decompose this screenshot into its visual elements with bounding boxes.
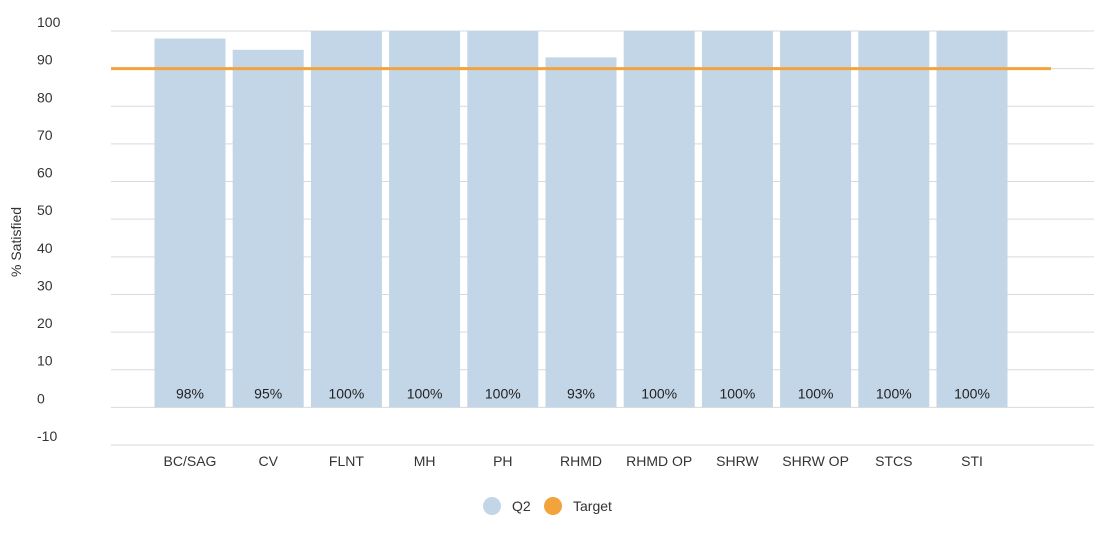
data-label: 100% [485, 385, 521, 401]
legend-swatch-target [544, 497, 562, 515]
data-label: 98% [176, 385, 204, 401]
x-tick-label: PH [493, 453, 512, 469]
data-label: 100% [328, 385, 364, 401]
x-tick-label: RHMD [560, 453, 602, 469]
legend-swatch-q2 [483, 497, 501, 515]
x-tick-label: RHMD OP [626, 453, 692, 469]
x-tick-label: BC/SAG [164, 453, 217, 469]
x-tick-label: STI [961, 453, 983, 469]
legend-item-q2[interactable]: Q2 [483, 497, 531, 515]
legend: Q2 Target [483, 497, 612, 515]
legend-label-target: Target [573, 498, 612, 514]
data-label: 100% [719, 385, 755, 401]
y-tick-label: 100 [37, 14, 61, 30]
bar[interactable] [623, 31, 695, 408]
y-tick-label: 0 [37, 390, 45, 406]
y-tick-label: 50 [37, 202, 53, 218]
x-tick-label: MH [414, 453, 436, 469]
data-label: 100% [798, 385, 834, 401]
legend-item-target[interactable]: Target [544, 497, 612, 515]
bar[interactable] [467, 31, 539, 408]
data-label: 95% [254, 385, 282, 401]
data-label: 100% [954, 385, 990, 401]
y-tick-label: -10 [37, 428, 57, 444]
bar[interactable] [701, 31, 773, 408]
data-label: 93% [567, 385, 595, 401]
bar[interactable] [154, 38, 226, 408]
bar[interactable] [310, 31, 382, 408]
y-tick-label: 40 [37, 240, 53, 256]
x-tick-label: SHRW [716, 453, 759, 469]
y-tick-label: 20 [37, 315, 53, 331]
bar[interactable] [232, 49, 304, 408]
x-tick-label: CV [258, 453, 278, 469]
data-label: 100% [407, 385, 443, 401]
x-tick-label: STCS [875, 453, 912, 469]
bar[interactable] [936, 31, 1008, 408]
data-label: 100% [641, 385, 677, 401]
bar-series-q2 [154, 31, 1008, 408]
bar[interactable] [545, 57, 617, 408]
y-tick-label: 80 [37, 89, 53, 105]
y-axis-title: % Satisfied [8, 207, 24, 277]
x-tick-label: SHRW OP [782, 453, 849, 469]
y-tick-label: 30 [37, 277, 53, 293]
y-tick-label: 90 [37, 52, 53, 68]
x-tick-label: FLNT [329, 453, 364, 469]
legend-label-q2: Q2 [512, 498, 531, 514]
bar[interactable] [858, 31, 930, 408]
bar[interactable] [780, 31, 852, 408]
data-label: 100% [876, 385, 912, 401]
bar[interactable] [389, 31, 461, 408]
x-axis-category-labels: BC/SAG CV FLNT MH PH RHMD RHMD OP SHRW SHRW OP ST… [164, 453, 983, 469]
y-tick-label: 70 [37, 127, 53, 143]
y-tick-label: 10 [37, 353, 53, 369]
data-labels: 98% 95% 100% 100% 100% 93% 100% 100% 100% 100% 100… [176, 385, 990, 401]
y-tick-label: 60 [37, 165, 53, 181]
